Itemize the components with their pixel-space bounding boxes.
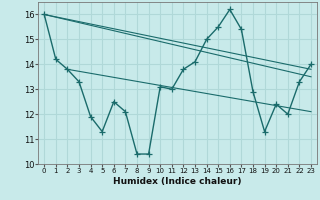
X-axis label: Humidex (Indice chaleur): Humidex (Indice chaleur) (113, 177, 242, 186)
